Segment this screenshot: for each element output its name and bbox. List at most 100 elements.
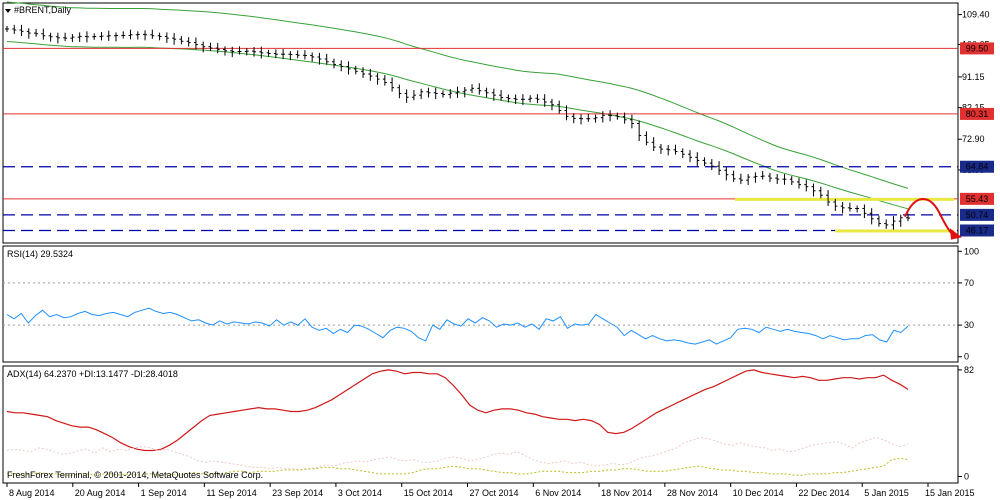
rsi-tick-label: 100	[964, 246, 979, 256]
candle	[397, 84, 402, 99]
candle	[281, 49, 286, 59]
adx-panel-frame	[2, 365, 959, 484]
adx-series-0	[6, 369, 909, 452]
candle	[746, 174, 751, 185]
price-tick-label: 109.40	[962, 10, 990, 20]
candle	[906, 213, 910, 222]
rsi-tick-label: 0	[964, 352, 969, 362]
candle	[499, 90, 504, 101]
candle	[346, 61, 351, 75]
price-panel-frame	[2, 2, 959, 244]
candle	[811, 183, 816, 197]
footer-copyright: FreshForex Terminal, © 2001-2014, MetaQu…	[7, 470, 263, 480]
candle	[462, 86, 467, 98]
level-tag-55-43	[960, 192, 994, 205]
candle	[70, 34, 75, 43]
candle	[411, 90, 416, 101]
candle	[637, 120, 642, 142]
candle	[477, 83, 482, 95]
candle	[891, 216, 896, 230]
candle	[855, 205, 860, 213]
candle	[92, 33, 97, 40]
candle	[440, 90, 445, 98]
candle	[658, 143, 663, 154]
candle	[666, 145, 671, 156]
candle	[615, 112, 620, 120]
candle	[586, 113, 591, 122]
candle	[106, 30, 111, 41]
candle	[738, 173, 743, 185]
candle	[150, 29, 155, 39]
level-tag-text: 99.50	[966, 43, 989, 53]
rsi-line	[6, 307, 909, 345]
candle	[113, 32, 118, 42]
candle	[237, 46, 242, 55]
candle	[767, 173, 772, 183]
candle	[826, 190, 831, 206]
candle	[702, 157, 707, 167]
candle	[600, 111, 605, 123]
candle	[491, 88, 496, 101]
candle	[724, 167, 729, 181]
candle	[259, 46, 264, 59]
candle	[426, 87, 431, 98]
level-tag-text: 46.17	[966, 225, 989, 235]
adx-title: ADX(14) 64.2370 +DI:13.1477 -DI:28.4018	[7, 369, 178, 379]
candle	[390, 77, 395, 92]
candle	[368, 68, 373, 81]
adx-tick-label: 0	[964, 472, 969, 482]
x-tick-label: 20 Aug 2014	[75, 488, 126, 498]
candle	[99, 32, 104, 41]
candle	[121, 31, 126, 39]
x-tick-label: 18 Nov 2014	[601, 488, 652, 498]
candle	[186, 37, 191, 47]
candle	[470, 84, 475, 94]
x-tick-label: 5 Jan 2015	[864, 488, 909, 498]
x-tick-label: 11 Sep 2014	[206, 488, 256, 498]
level-tag-50-74	[960, 208, 994, 221]
x-tick-label: 15 Jan 2015	[925, 488, 975, 498]
candle	[193, 37, 198, 50]
rsi-panel-frame	[2, 245, 959, 363]
candle	[55, 32, 60, 44]
arrow-head-icon	[950, 228, 962, 240]
candle	[26, 28, 31, 39]
candle	[753, 172, 758, 183]
x-tick-label: 1 Sep 2014	[141, 488, 187, 498]
candle	[266, 49, 271, 57]
candle	[252, 47, 257, 57]
candle	[244, 48, 249, 56]
candle	[143, 30, 148, 41]
lower-band-line	[6, 41, 909, 210]
candle	[571, 113, 576, 124]
level-tag-text: 50.74	[966, 210, 989, 220]
highlight-zone-top	[735, 197, 954, 201]
candle	[760, 170, 765, 180]
adx-tick-label: 82	[964, 365, 974, 375]
candle	[77, 32, 82, 42]
candle	[833, 198, 838, 211]
candle	[135, 31, 140, 40]
candle	[361, 67, 366, 78]
x-tick-label: 22 Dec 2014	[798, 488, 849, 498]
chevron-down-icon	[5, 9, 11, 13]
candle	[331, 58, 336, 69]
highlight-zone-bottom	[835, 229, 954, 233]
candle	[208, 42, 213, 52]
candle	[41, 28, 46, 40]
candle	[506, 94, 511, 103]
candle	[419, 88, 424, 100]
level-tag-text: 64.84	[966, 162, 989, 172]
candle	[644, 131, 649, 146]
candle	[382, 75, 387, 86]
candle	[731, 170, 736, 182]
candle	[804, 179, 809, 192]
x-tick-label: 15 Oct 2014	[404, 488, 453, 498]
candle	[717, 161, 722, 176]
candle	[375, 72, 380, 85]
candle	[230, 46, 235, 58]
candle	[876, 215, 881, 227]
candle	[310, 52, 315, 62]
candle	[680, 148, 685, 159]
